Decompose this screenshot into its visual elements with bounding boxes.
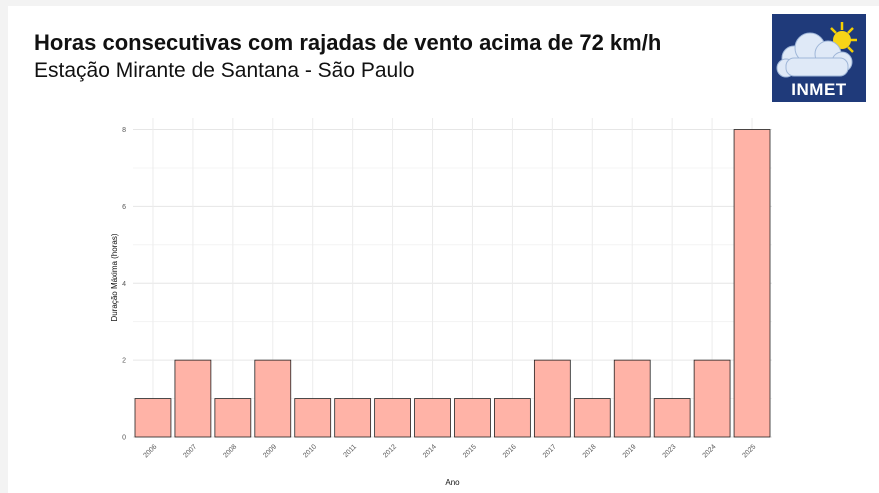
x-tick-label: 2010 <box>302 443 318 459</box>
bar-2012 <box>374 398 411 438</box>
y-tick-label: 6 <box>122 204 126 211</box>
grid <box>133 118 772 438</box>
x-tick-label: 2007 <box>182 443 198 459</box>
bars <box>134 129 771 438</box>
chart-subtitle: Estação Mirante de Santana - São Paulo <box>34 59 415 82</box>
inmet-logo: INMET <box>772 14 866 102</box>
bar-2025 <box>733 129 771 438</box>
x-tick-label: 2014 <box>422 443 438 459</box>
bar-2018 <box>573 398 611 438</box>
x-tick-label: 2016 <box>502 443 518 459</box>
x-axis-label: Ano <box>445 478 460 487</box>
x-tick-label: 2019 <box>622 443 638 459</box>
bar-2006 <box>134 398 172 438</box>
x-tick-label: 2012 <box>382 443 398 459</box>
bar-2007 <box>174 359 212 438</box>
y-tick-label: 0 <box>122 435 126 442</box>
y-axis-label: Duração Máxima (horas) <box>110 233 119 321</box>
x-tick-label: 2006 <box>142 443 158 459</box>
x-axis-ticks: 2006 2007 2008 2009 2010 2011 2012 2014 2015 2016… <box>142 443 757 459</box>
bar-2015 <box>454 398 491 438</box>
x-tick-label: 2008 <box>222 443 238 459</box>
chart-title: Horas consecutivas com rajadas de vento … <box>34 30 662 55</box>
sun-cloud-icon <box>776 22 857 78</box>
x-tick-label: 2025 <box>741 443 757 459</box>
x-tick-label: 2011 <box>342 443 358 459</box>
bar-2014 <box>414 398 451 438</box>
bar-2011 <box>334 398 372 438</box>
bar-2019 <box>613 359 651 438</box>
logo-text: INMET <box>791 80 847 99</box>
bar-2023 <box>653 398 691 438</box>
y-tick-label: 8 <box>122 127 126 134</box>
bar-2017 <box>533 359 571 438</box>
x-tick-label: 2009 <box>262 443 278 459</box>
bar-2010 <box>294 398 332 438</box>
bar-2016 <box>494 398 531 438</box>
bar-2024 <box>693 359 731 438</box>
x-tick-label: 2018 <box>582 443 598 459</box>
bar-2008 <box>214 398 252 438</box>
y-tick-label: 2 <box>122 358 126 365</box>
bar-2009 <box>254 359 292 438</box>
x-tick-label: 2023 <box>662 443 678 459</box>
y-axis-ticks: 0 2 4 6 8 <box>122 127 126 441</box>
x-tick-label: 2017 <box>542 443 558 459</box>
x-tick-label: 2024 <box>702 443 718 459</box>
x-tick-label: 2015 <box>462 443 478 459</box>
y-tick-label: 4 <box>122 281 126 288</box>
